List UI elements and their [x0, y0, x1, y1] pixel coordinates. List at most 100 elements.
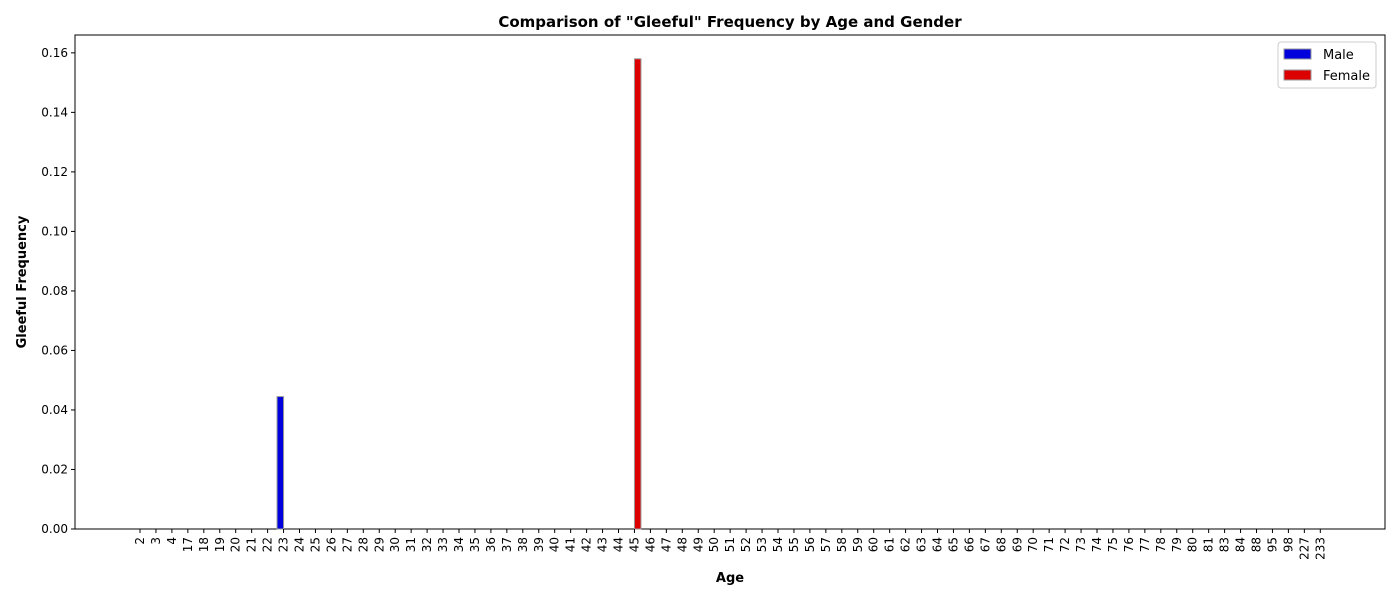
x-tick-label: 46: [643, 537, 657, 552]
x-tick-label: 81: [1202, 537, 1216, 552]
x-tick-label: 45: [627, 537, 641, 552]
x-tick-label: 65: [946, 537, 960, 552]
x-tick-label: 19: [213, 537, 227, 552]
x-tick-label: 78: [1154, 537, 1168, 552]
x-tick-label: 56: [803, 537, 817, 552]
legend-swatch-female: [1283, 69, 1312, 81]
x-tick-label: 22: [261, 537, 275, 552]
x-tick-label: 51: [723, 537, 737, 552]
x-tick-label: 23: [277, 537, 291, 552]
chart-title: Comparison of "Gleeful" Frequency by Age…: [498, 13, 962, 31]
x-tick-label: 52: [739, 537, 753, 552]
x-tick-label: 49: [691, 537, 705, 552]
y-tick-label: 0.14: [41, 105, 68, 119]
x-tick-label: 53: [755, 537, 769, 552]
x-tick-label: 43: [596, 537, 610, 552]
x-tick-label: 62: [899, 537, 913, 552]
x-tick-label: 83: [1218, 537, 1232, 552]
x-tick-label: 48: [675, 537, 689, 552]
x-tick-label: 2: [133, 537, 147, 545]
x-tick-label: 57: [819, 537, 833, 552]
x-tick-label: 59: [851, 537, 865, 552]
y-tick-label: 0.10: [41, 224, 68, 238]
y-tick-label: 0.02: [41, 462, 68, 476]
x-tick-label: 31: [404, 537, 418, 552]
x-tick-label: 3: [149, 537, 163, 545]
plot-area: [74, 34, 1386, 530]
x-tick-label: 17: [181, 537, 195, 552]
x-tick-label: 25: [308, 537, 322, 552]
x-tick-label: 4: [165, 537, 179, 545]
bars: [276, 58, 642, 530]
x-tick-label: 74: [1090, 537, 1104, 552]
x-tick-label: 71: [1042, 537, 1056, 552]
x-tick-label: 33: [436, 537, 450, 552]
x-tick-label: 29: [372, 537, 386, 552]
x-tick-label: 84: [1234, 537, 1248, 552]
y-tick-label: 0.04: [41, 403, 68, 417]
x-tick-label: 72: [1058, 537, 1072, 552]
x-tick-label: 26: [324, 537, 338, 552]
x-tick-label: 73: [1074, 537, 1088, 552]
x-tick-label: 38: [516, 537, 530, 552]
x-tick-label: 67: [978, 537, 992, 552]
legend-label-female: Female: [1323, 69, 1370, 84]
x-tick-label: 233: [1313, 537, 1327, 560]
legend-label-male: Male: [1323, 48, 1354, 63]
y-tick-label: 0.16: [41, 46, 68, 60]
x-tick-label: 36: [484, 537, 498, 552]
y-axis: 0.00 0.02 0.04 0.06 0.08 0.10 0.12 0.14 0.16: [41, 46, 75, 536]
x-tick-label: 35: [468, 537, 482, 552]
x-tick-label: 42: [580, 537, 594, 552]
x-tick-label: 76: [1122, 537, 1136, 552]
x-tick-label: 37: [500, 537, 514, 552]
x-tick-label: 79: [1170, 537, 1184, 552]
x-tick-label: 95: [1265, 537, 1279, 552]
x-tick-label: 39: [532, 537, 546, 552]
y-tick-label: 0.08: [41, 284, 68, 298]
x-tick-label: 64: [931, 537, 945, 552]
x-tick-label: 77: [1138, 537, 1152, 552]
x-tick-label: 21: [245, 537, 259, 552]
x-tick-label: 30: [388, 537, 402, 552]
y-tick-label: 0.12: [41, 165, 68, 179]
x-tick-label: 44: [612, 537, 626, 552]
bar-female-45: [633, 58, 642, 530]
x-tick-label: 47: [659, 537, 673, 552]
x-tick-label: 32: [420, 537, 434, 552]
x-tick-label: 61: [883, 537, 897, 552]
x-tick-label: 60: [867, 537, 881, 552]
x-tick-label: 70: [1026, 537, 1040, 552]
x-tick-label: 66: [962, 537, 976, 552]
x-tick-label: 50: [707, 537, 721, 552]
x-tick-label: 54: [771, 537, 785, 552]
x-tick-label: 80: [1186, 537, 1200, 552]
x-tick-label: 41: [564, 537, 578, 552]
plot-frame: [74, 34, 1386, 530]
x-tick-label: 98: [1281, 537, 1295, 552]
y-tick-label: 0.06: [41, 343, 68, 357]
x-tick-label: 24: [293, 537, 307, 552]
x-tick-label: 55: [787, 537, 801, 552]
x-tick-label: 27: [340, 537, 354, 552]
x-axis: 2 3 4 17 18 19 20 21 22 23 24 25 26 27 28 29 30 31 32 33 34 3…: [133, 529, 1327, 560]
x-tick-label: 69: [1010, 537, 1024, 552]
x-tick-label: 34: [452, 537, 466, 552]
x-tick-label: 63: [915, 537, 929, 552]
x-axis-title: Age: [716, 571, 744, 586]
x-tick-label: 227: [1297, 537, 1311, 560]
x-tick-label: 28: [356, 537, 370, 552]
legend-swatch-male: [1283, 48, 1312, 60]
bar-male-23: [276, 396, 285, 530]
x-tick-label: 75: [1106, 537, 1120, 552]
x-tick-label: 68: [994, 537, 1008, 552]
x-tick-label: 18: [197, 537, 211, 552]
y-axis-title: Gleeful Frequency: [15, 215, 30, 348]
x-tick-label: 88: [1250, 537, 1264, 552]
x-tick-label: 58: [835, 537, 849, 552]
x-tick-label: 20: [229, 537, 243, 552]
legend: Male Female: [1277, 41, 1377, 89]
y-tick-label: 0.00: [41, 522, 68, 536]
